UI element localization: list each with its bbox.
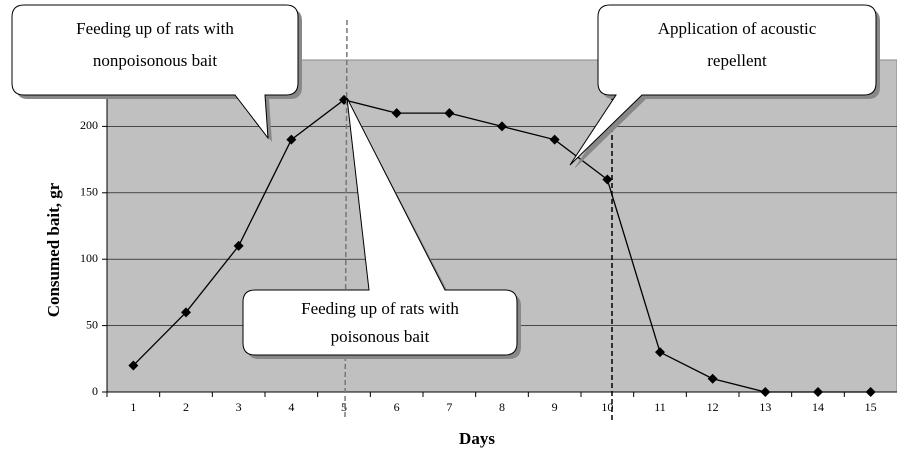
callout: [242, 97, 518, 356]
y-axis-label: Consumed bait, gr: [44, 182, 63, 317]
marker: [549, 134, 560, 145]
x-tick-label: 10: [601, 400, 613, 414]
marker: [444, 108, 455, 119]
y-tick-label: 100: [80, 251, 98, 265]
x-tick-label: 3: [236, 400, 242, 414]
marker: [707, 373, 718, 384]
marker-line: [344, 19, 348, 421]
x-tick-label: 15: [865, 400, 877, 414]
y-tick-label: 200: [80, 118, 98, 132]
annotations: Feeding up of rats with nonpoisonous bai…: [11, 4, 880, 421]
x-tick-label: 8: [499, 400, 505, 414]
marker: [233, 240, 244, 251]
x-tick-label: 6: [394, 400, 400, 414]
x-tick-label: 5: [341, 400, 347, 414]
annotation: Feeding up of rats with: [301, 299, 459, 318]
callout: [11, 4, 299, 140]
marker: [128, 360, 139, 371]
x-tick-label: 11: [654, 400, 666, 414]
x-axis-label: Days: [459, 429, 495, 448]
x-tick-label: 4: [288, 400, 294, 414]
marker: [865, 387, 876, 397]
annotation: Application of acoustic: [658, 19, 817, 38]
x-tick-label: 13: [759, 400, 771, 414]
marker: [813, 387, 823, 397]
x-tick-label: 1: [130, 400, 136, 414]
callout: [569, 4, 877, 166]
marker: [655, 347, 665, 358]
x-tick-label: 14: [812, 400, 824, 414]
x-tick-label: 7: [446, 400, 452, 414]
x-tick-label: 9: [552, 400, 558, 414]
x-tick-label: 12: [707, 400, 719, 414]
y-tick-label: 150: [80, 185, 98, 199]
marker: [497, 121, 507, 132]
marker: [760, 387, 771, 397]
annotation: nonpoisonous bait: [93, 51, 217, 70]
marker: [391, 108, 402, 119]
marker: [286, 134, 297, 145]
y-tick-label: 50: [86, 317, 98, 331]
annotation: poisonous bait: [331, 327, 430, 346]
annotation: repellent: [707, 51, 767, 70]
y-tick-label: 0: [92, 384, 98, 398]
x-tick-label: 2: [183, 400, 189, 414]
marker: [181, 307, 191, 318]
marker: [602, 174, 613, 185]
annotation: Feeding up of rats with: [76, 19, 234, 38]
